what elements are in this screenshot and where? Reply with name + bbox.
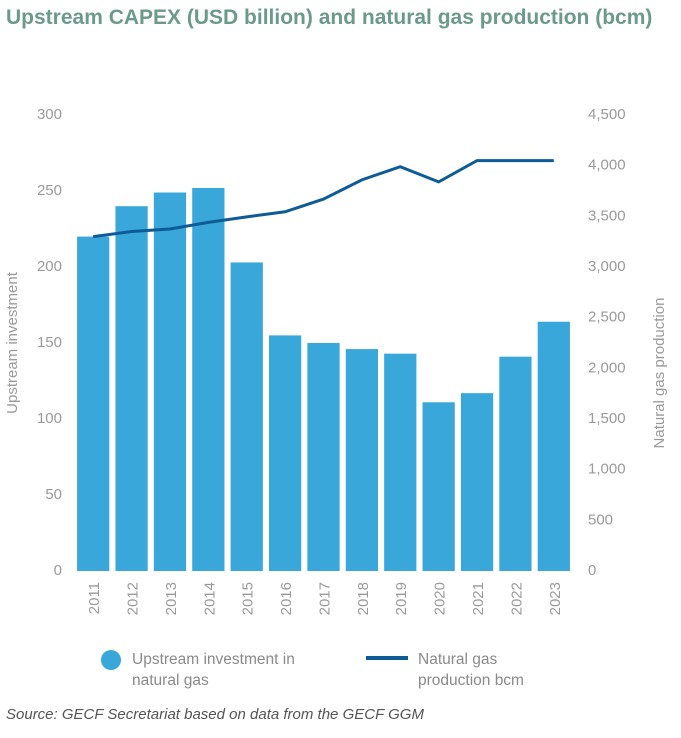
source-note: Source: GECF Secretariat based on data f… <box>6 706 424 723</box>
x-tick-label: 2016 <box>278 582 295 615</box>
bar <box>422 402 455 571</box>
x-tick-label: 2023 <box>547 582 564 615</box>
legend-label: Natural gas production bcm <box>418 651 524 689</box>
y2-tick-label: 1,000 <box>588 461 626 478</box>
y-tick-label: 50 <box>45 486 62 503</box>
x-tick-label: 2021 <box>470 582 487 615</box>
chart-title: Upstream CAPEX (USD billion) and natural… <box>6 6 653 29</box>
line <box>92 159 554 239</box>
bar <box>153 192 187 571</box>
x-tick-label: 2011 <box>86 582 103 614</box>
y2-tick-label: 500 <box>588 511 613 528</box>
x-tick-label: 2020 <box>432 582 449 615</box>
y2-tick-label: 3,000 <box>588 258 626 275</box>
y2-tick-label: 0 <box>588 562 596 579</box>
bar <box>268 335 302 571</box>
y2-axis-label: Natural gas production <box>651 298 668 449</box>
x-tick-label: 2018 <box>355 582 372 615</box>
legend-marker <box>101 650 121 670</box>
bar <box>77 236 110 571</box>
x-tick-label: 2012 <box>125 582 142 615</box>
y2-tick-label: 2,000 <box>588 359 626 376</box>
x-tick-label: 2014 <box>201 582 218 615</box>
bar <box>345 349 379 571</box>
bar <box>307 343 340 571</box>
x-tick-label: 2013 <box>163 582 180 615</box>
y2-tick-label: 4,000 <box>588 157 626 174</box>
y-tick-label: 250 <box>37 182 62 199</box>
legend-label: Upstream investment in natural gas <box>132 651 295 689</box>
y2-tick-label: 4,500 <box>588 106 626 123</box>
bar <box>192 187 225 571</box>
bar <box>115 206 148 571</box>
y2-tick-label: 3,500 <box>588 207 626 224</box>
y-tick-label: 0 <box>54 562 62 579</box>
y-tick-label: 300 <box>37 106 62 123</box>
x-tick-label: 2015 <box>240 582 257 615</box>
y2-tick-label: 1,500 <box>588 410 626 427</box>
x-tick-label: 2019 <box>393 582 410 615</box>
bar <box>230 262 263 571</box>
y-tick-label: 150 <box>37 334 62 351</box>
y2-tick-label: 2,500 <box>588 309 626 326</box>
bar <box>384 353 417 571</box>
x-tick-label: 2017 <box>316 582 333 615</box>
bar <box>460 393 494 571</box>
y-tick-label: 100 <box>37 410 62 427</box>
y-axis-label: Upstream investment <box>4 271 21 414</box>
bar <box>499 356 532 571</box>
y-tick-label: 200 <box>37 258 62 275</box>
bar <box>537 321 570 571</box>
x-tick-label: 2022 <box>508 582 525 615</box>
